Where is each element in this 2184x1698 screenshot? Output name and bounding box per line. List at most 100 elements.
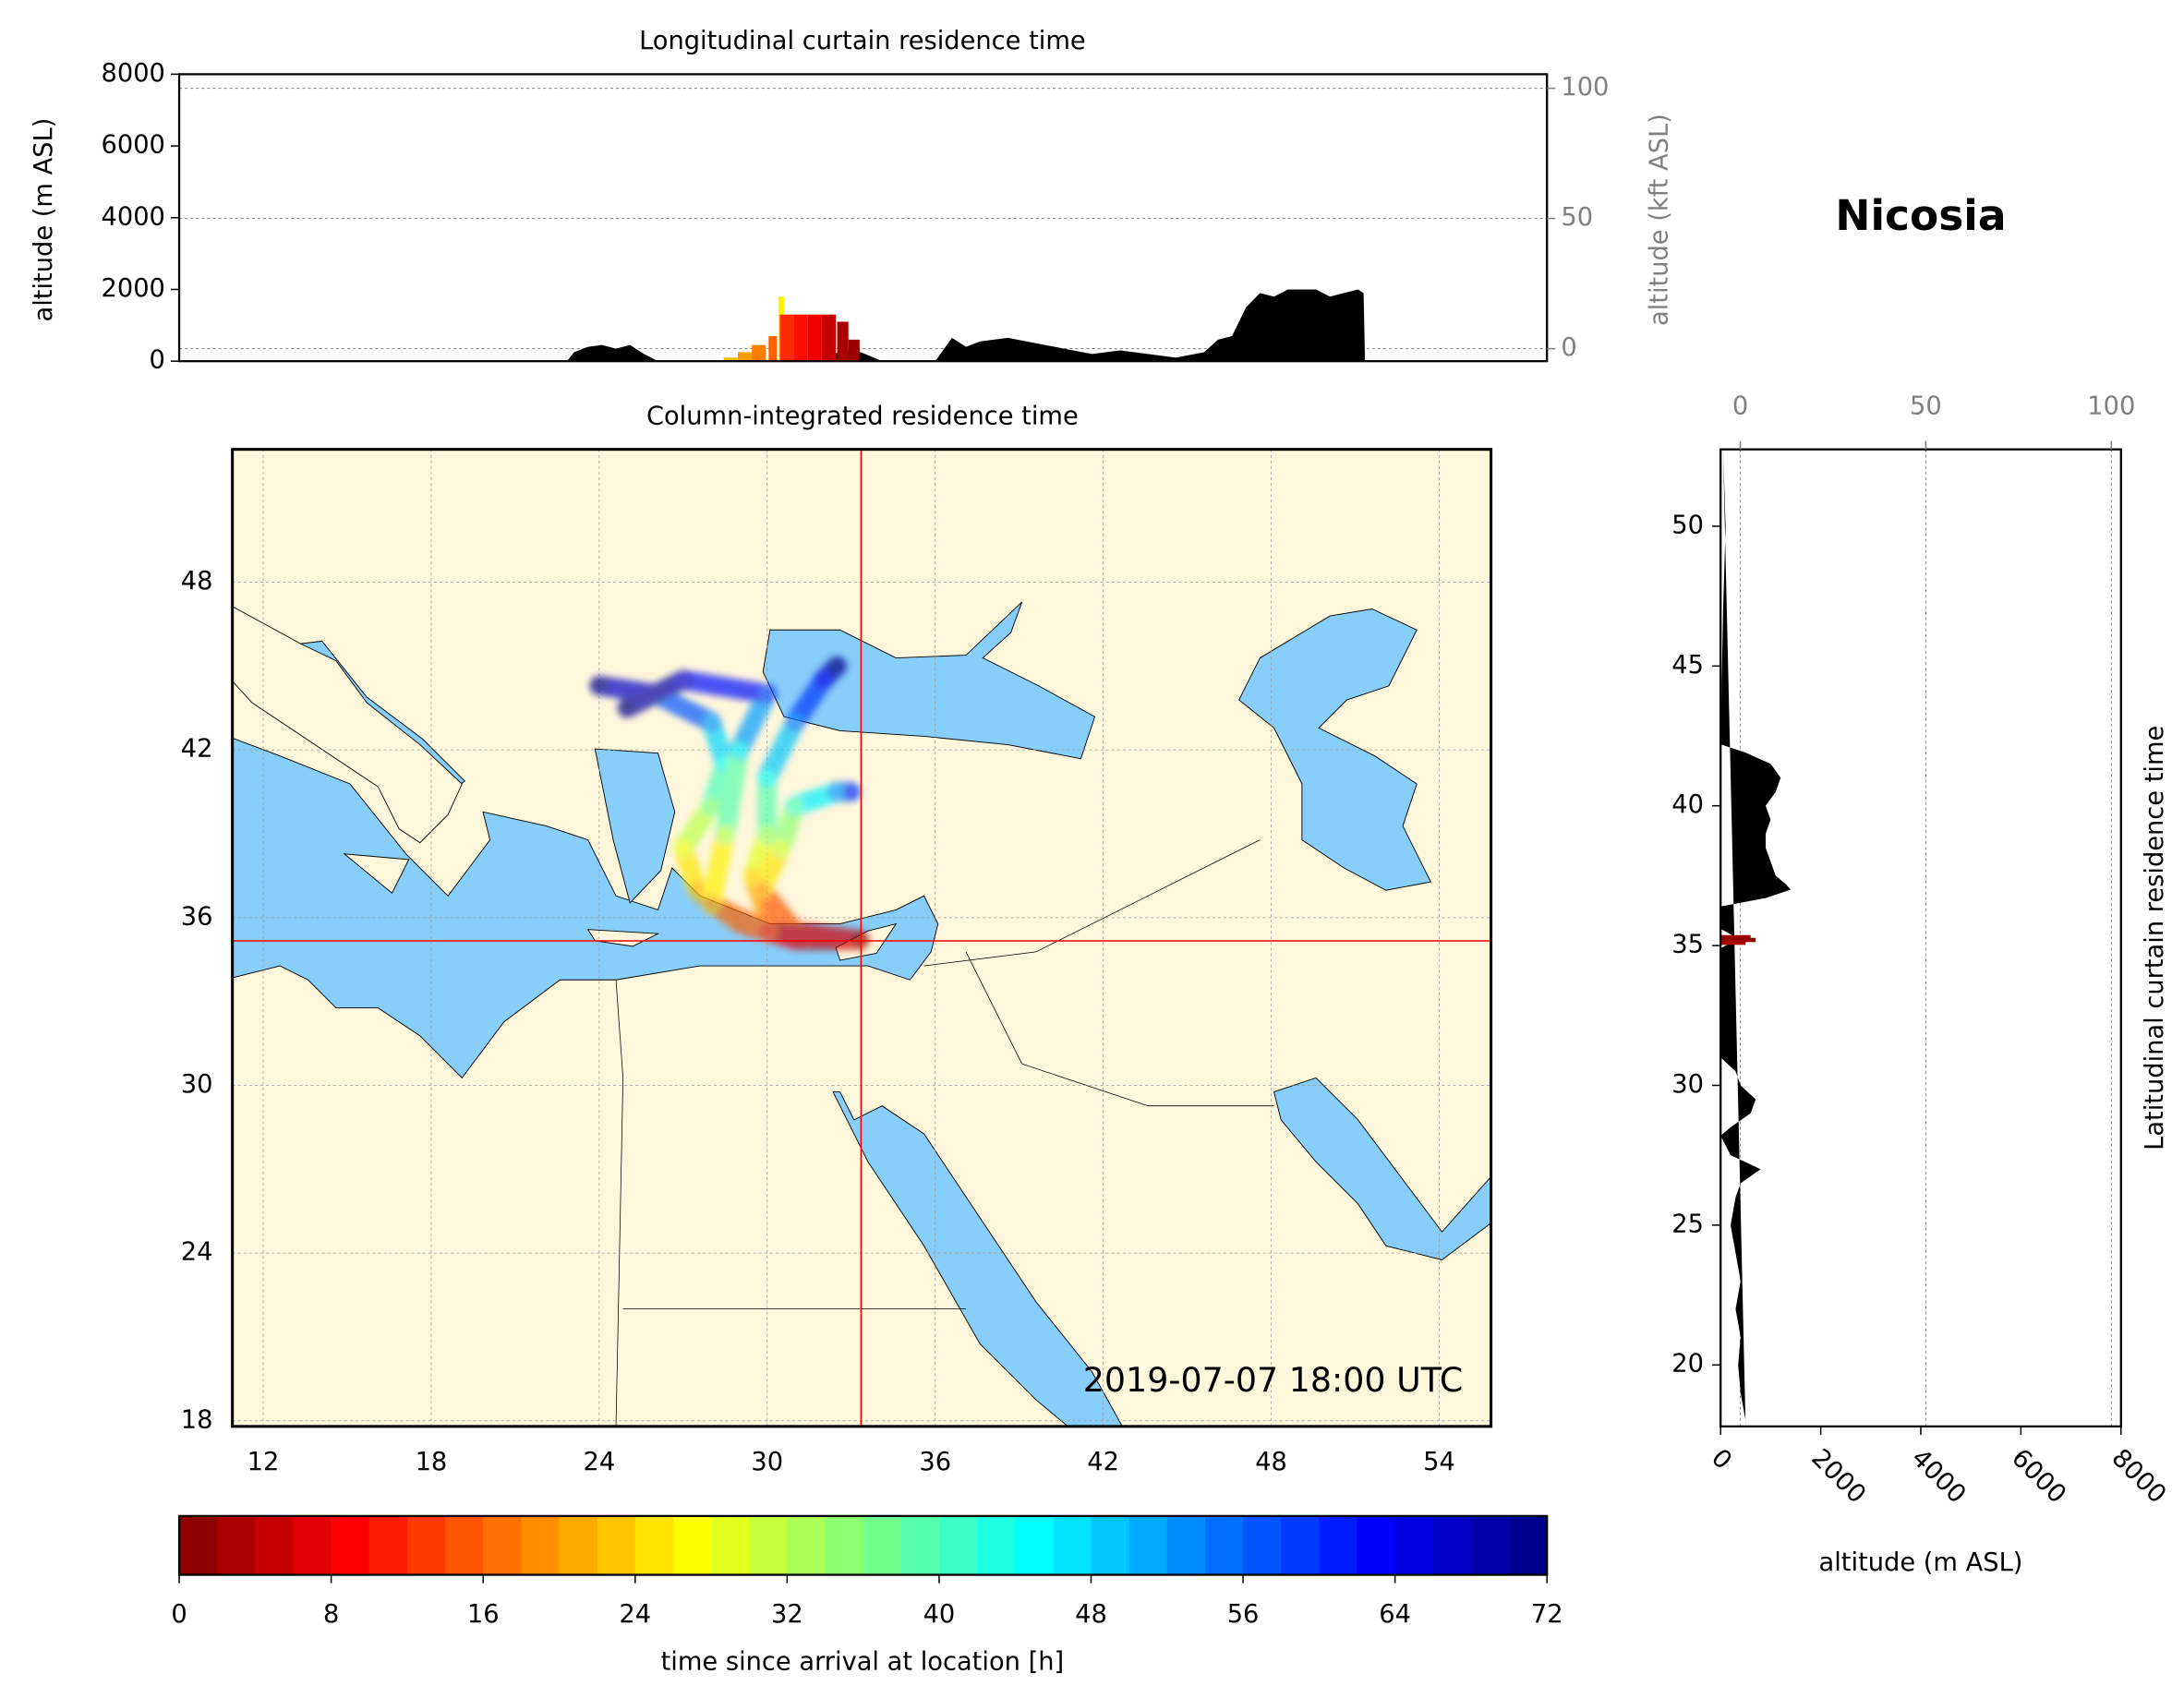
colorbar-step [483,1515,523,1575]
y-tick-label: 0 [150,346,165,375]
trajectory-point [828,657,846,675]
y2-tick-label: 0 [1561,333,1576,362]
y-tick-label: 42 [181,735,213,764]
trajectory-segment [701,824,735,914]
axes-frame [1719,448,2122,1427]
trajectory-segment [757,712,805,789]
trajectory-point [828,783,846,801]
colorbar-step [900,1515,940,1575]
x-tick-label: 8000 [2106,1444,2171,1510]
residence-bar [768,335,778,362]
trajectory-point [619,699,636,717]
x-tick-label: 6000 [2006,1444,2071,1510]
y2-tick-label: 50 [1561,203,1593,232]
sicily [343,853,410,894]
colorbar-step [1357,1515,1396,1575]
trajectory-point [674,839,692,857]
y-tick-label: 48 [181,567,213,596]
trajectory-point [688,881,706,898]
colorbar-step [825,1515,864,1575]
terrain-area [566,289,1366,362]
x-tick-label: 24 [584,1448,616,1476]
x2-tick-label: 100 [2087,392,2135,421]
residence-bar [837,321,849,362]
colorbar-step [863,1515,902,1575]
top-panel: 0 2000 4000 6000 8000 0 50 100 [102,59,1610,375]
trajectory-point [717,825,734,843]
border [615,980,624,1427]
colorbar-step [1053,1515,1092,1575]
x-tick-label: 2000 [1805,1444,1871,1510]
x-tick-label: 36 [919,1448,951,1476]
trajectory-point [842,783,860,801]
y-tick-label: 8000 [102,59,165,88]
border [923,839,1261,967]
top-ylabel: altitude (m ASL) [30,118,58,322]
colorbar-step [1091,1515,1130,1575]
residence-bar [807,314,822,362]
colorbar-step [1281,1515,1321,1575]
crosshair [232,449,1491,1427]
colorbar: 0 8 16 24 32 40 48 56 64 72 [171,1514,1563,1629]
colorbar-step [179,1515,218,1575]
x2-tick-label: 0 [1732,392,1748,421]
colorbar-step [787,1515,827,1575]
right-xlabel: altitude (m ASL) [1819,1548,2023,1577]
x-tick-label: 0 [171,1600,187,1629]
trajectory-point [703,713,720,730]
colorbar-step [1509,1515,1548,1575]
colorbar-step [1204,1515,1244,1575]
trajectory-point [851,931,868,949]
x-tick-label: 16 [467,1600,500,1629]
colorbar-step [1394,1515,1434,1575]
colorbar-step [293,1515,332,1575]
caspian-sea [1238,608,1432,891]
y-tick-label: 30 [1671,1070,1704,1099]
colorbar-step [1432,1515,1472,1575]
border [965,951,1274,1107]
colorbar-step [445,1515,484,1575]
x-tick-label: 42 [1087,1448,1119,1476]
colorbar-label: time since arrival at location [h] [661,1648,1065,1677]
residence-bar [793,314,808,362]
x-tick-label: 30 [751,1448,783,1476]
y-tick-label: 18 [181,1405,213,1434]
crete [586,929,660,947]
y-tick-label: 40 [1671,790,1704,819]
colorbar-step [1243,1515,1282,1575]
trajectories [589,656,870,950]
x-tick-label: 4000 [1906,1444,1972,1510]
colorbar-step [711,1515,750,1575]
colorbar-step [1470,1515,1510,1575]
right-panel: 20 25 30 35 40 45 50 0 2000 4000 6000 8000 0 50 100 [1671,392,2171,1510]
trajectory-segment [729,683,778,760]
residence-bar [1720,934,1751,940]
trajectory-segment [757,921,870,950]
y-tick-label: 6000 [102,131,165,160]
colorbar-step [331,1515,370,1575]
map-panel: 2019-07-07 18:00 UTC 12 18 24 30 36 42 48 54 18 2… [181,448,1493,1476]
mediterranean [232,737,939,1079]
trajectory-point [758,825,776,843]
trajectory-point [753,881,770,898]
map-title: Column-integrated residence time [646,402,1079,430]
persian-gulf [1273,1077,1491,1260]
black-sea [762,601,1096,760]
trajectory-point [758,769,776,787]
colorbar-frame [177,1514,1549,1576]
y-tick-label: 45 [1671,651,1704,680]
x-tick-label: 48 [1255,1448,1287,1476]
colorbar-step [977,1515,1016,1575]
y-tick-label: 20 [1671,1350,1704,1379]
colorbar-step [1128,1515,1168,1575]
x-tick-label: 12 [247,1448,280,1476]
colorbar-step [559,1515,598,1575]
trajectory-point [703,797,720,814]
colorbar-step [672,1515,712,1575]
y-tick-label: 35 [1671,931,1704,959]
timestamp: 2019-07-07 18:00 UTC [1083,1360,1463,1400]
y-tick-label: 25 [1671,1210,1704,1238]
colorbar-step [368,1515,408,1575]
